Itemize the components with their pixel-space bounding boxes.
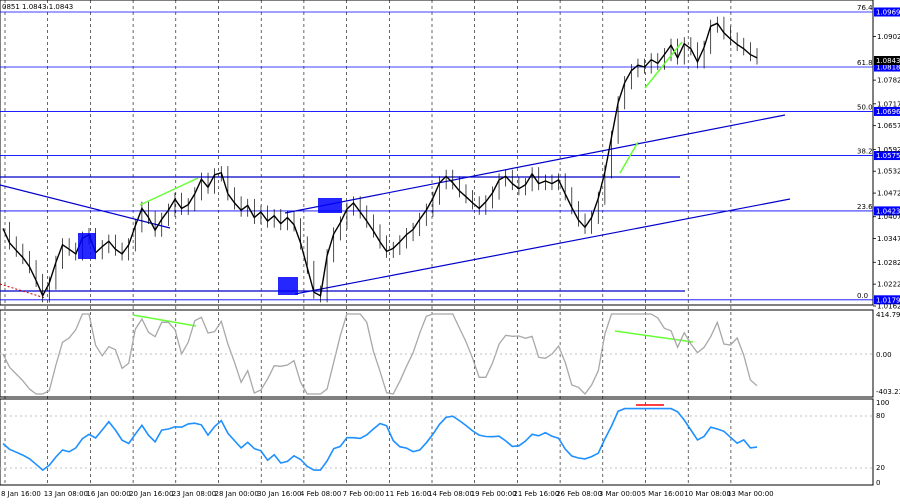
divergence-price-2 bbox=[619, 141, 639, 174]
current-price-tag: 1.0843 bbox=[874, 56, 900, 65]
price-tick-label: 1.0592 bbox=[877, 146, 900, 154]
time-axis-label: 28 Jan 00:00 bbox=[215, 490, 259, 498]
price-axis-ticks: 1.0902 1.0782 1.0717 1.0657 1.0592 1.0532 1.04… bbox=[873, 33, 900, 311]
lower-channel-line bbox=[294, 198, 791, 295]
oscillator1-line bbox=[2, 313, 758, 396]
oscillator2-level-label-0: 0 bbox=[876, 479, 880, 487]
time-axis-label: 23 Jan 08:00 bbox=[172, 490, 216, 498]
price-tick-label: 1.0282 bbox=[877, 259, 900, 267]
fib-price-tag: 1.0179 bbox=[876, 296, 900, 304]
time-axis-label: 11 Feb 16:00 bbox=[385, 490, 431, 498]
oscillator1-zero-label: 0.00 bbox=[876, 351, 892, 359]
price-tick-label: 1.0407 bbox=[877, 213, 900, 221]
time-axis-label: 16 Jan 00:00 bbox=[86, 490, 130, 498]
time-axis-label: 5 Mar 16:00 bbox=[642, 490, 684, 498]
time-axis-label: 13 Jan 08:00 bbox=[44, 490, 88, 498]
fib-price-tag: 1.0818 bbox=[876, 64, 900, 72]
fib-price-tag-bg bbox=[874, 106, 900, 116]
oscillator2-level-label-80: 80 bbox=[876, 412, 885, 420]
price-tick-label: 1.0222 bbox=[877, 281, 900, 289]
time-axis-label: 8 Jan 16:00 bbox=[1, 490, 41, 498]
oscillator1-max-label: 414.7912 bbox=[876, 311, 900, 319]
oscillator2-panel-frame bbox=[0, 398, 874, 486]
price-series bbox=[2, 16, 758, 303]
price-tick-label: 1.0532 bbox=[877, 168, 900, 176]
time-axis-label: 21 Feb 16:00 bbox=[513, 490, 559, 498]
oscillator1-min-label: -403.2340 bbox=[876, 388, 900, 396]
signal-markers bbox=[78, 198, 342, 295]
price-tick-label: 1.0902 bbox=[877, 33, 900, 41]
divergence-osc-1 bbox=[132, 314, 197, 327]
trend-lines bbox=[0, 114, 791, 299]
time-axis-label: 19 Feb 00:00 bbox=[471, 490, 517, 498]
oscillator1-series bbox=[2, 313, 758, 396]
oscillator2-series bbox=[2, 407, 758, 472]
time-axis-label: 7 Feb 00:00 bbox=[343, 490, 384, 498]
price-panel-frame bbox=[0, 0, 874, 306]
time-axis-label: 20 Jan 16:00 bbox=[129, 490, 173, 498]
ohlc-header: 0851 1.0843 1.0843 bbox=[2, 3, 73, 11]
current-price-label: 1.0843 bbox=[876, 57, 900, 65]
fib-price-tag-bg bbox=[874, 295, 900, 305]
time-axis-label: 30 Jan 16:00 bbox=[257, 490, 301, 498]
fib-price-tag: 1.0696 bbox=[876, 108, 900, 116]
price-tick-label: 1.0657 bbox=[877, 122, 900, 130]
fib-level-percent: 61.8 bbox=[857, 59, 873, 67]
fib-level-percent: 50.0 bbox=[857, 103, 873, 111]
fib-level-percent: 23.6 bbox=[857, 203, 873, 211]
fib-level-percent: 38.2 bbox=[857, 148, 873, 156]
fib-price-tag: 1.0423 bbox=[876, 207, 900, 215]
price-tick-label: 1.0782 bbox=[877, 77, 900, 85]
oscillator2-level-label-100: 100 bbox=[876, 399, 889, 407]
marker-box-2 bbox=[278, 277, 298, 295]
time-axis-label: 3 Mar 00:00 bbox=[599, 490, 641, 498]
fib-level-percent: 76.4 bbox=[857, 4, 873, 12]
divergence-price-1 bbox=[139, 177, 199, 206]
divergence-price-3 bbox=[644, 41, 683, 89]
fib-price-tag-bg bbox=[874, 206, 900, 216]
vertical-gridlines bbox=[4, 0, 732, 485]
marker-box-1 bbox=[78, 233, 96, 259]
price-tick-label: 1.0717 bbox=[877, 100, 900, 108]
time-axis-label: 4 Feb 08:00 bbox=[300, 490, 341, 498]
price-tick-label: 1.0472 bbox=[877, 190, 900, 198]
time-axis-label: 26 Feb 08:00 bbox=[556, 490, 602, 498]
fib-level-percent: 0.0 bbox=[857, 292, 868, 300]
upper-channel-line bbox=[284, 114, 786, 214]
fib-price-tag-bg bbox=[874, 7, 900, 17]
time-axis-label: 10 Mar 08:00 bbox=[684, 490, 731, 498]
oscillator1-panel-frame bbox=[0, 309, 874, 398]
fib-price-tag: 1.0575 bbox=[876, 152, 900, 160]
oscillator2-line bbox=[2, 407, 758, 472]
current-price-tag-bg bbox=[874, 56, 900, 65]
oscillator2-level-label-20: 20 bbox=[876, 464, 885, 472]
fib-price-tag-bg bbox=[874, 62, 900, 72]
time-axis-label: 14 Feb 08:00 bbox=[428, 490, 474, 498]
price-tick-label: 1.0347 bbox=[877, 235, 900, 243]
time-axis-label: 13 Mar 00:00 bbox=[727, 490, 774, 498]
fib-price-tag: 1.0969 bbox=[876, 9, 900, 17]
marker-box-3 bbox=[318, 198, 342, 213]
divergence-lines bbox=[132, 41, 694, 406]
divergence-osc-2 bbox=[614, 330, 694, 343]
fib-price-tag-bg bbox=[874, 151, 900, 161]
price-tick-label: 1.0162 bbox=[877, 303, 900, 311]
